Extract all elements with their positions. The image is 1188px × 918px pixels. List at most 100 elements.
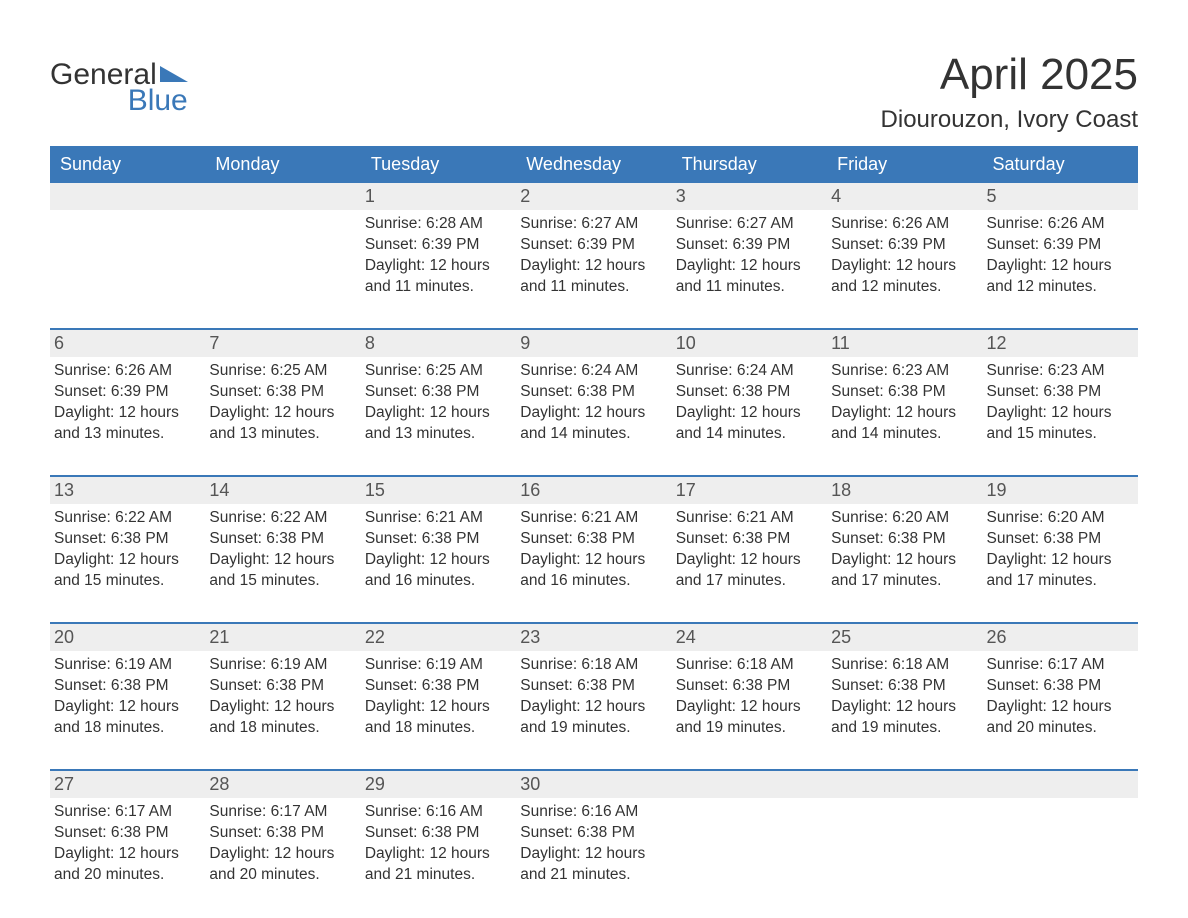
day-details: Sunrise: 6:17 AMSunset: 6:38 PMDaylight:… xyxy=(205,798,360,898)
details-row: Sunrise: 6:28 AMSunset: 6:39 PMDaylight:… xyxy=(50,210,1138,310)
day-number: 25 xyxy=(827,624,982,651)
day-number: 30 xyxy=(516,771,671,798)
sunset-text: Sunset: 6:38 PM xyxy=(831,382,974,403)
day-number xyxy=(983,771,1138,798)
sunrise-text: Sunrise: 6:23 AM xyxy=(987,361,1130,382)
sunset-text: Sunset: 6:38 PM xyxy=(987,382,1130,403)
daylight-text: Daylight: 12 hours and 11 minutes. xyxy=(676,256,819,298)
title-block: April 2025 Diourouzon, Ivory Coast xyxy=(881,50,1138,134)
daylight-text: Daylight: 12 hours and 16 minutes. xyxy=(520,550,663,592)
daylight-text: Daylight: 12 hours and 18 minutes. xyxy=(209,697,352,739)
header: General Blue April 2025 Diourouzon, Ivor… xyxy=(50,50,1138,134)
daylight-text: Daylight: 12 hours and 15 minutes. xyxy=(209,550,352,592)
sunset-text: Sunset: 6:38 PM xyxy=(54,676,197,697)
day-details: Sunrise: 6:16 AMSunset: 6:38 PMDaylight:… xyxy=(516,798,671,898)
daylight-text: Daylight: 12 hours and 13 minutes. xyxy=(54,403,197,445)
sunset-text: Sunset: 6:39 PM xyxy=(831,235,974,256)
daylight-text: Daylight: 12 hours and 21 minutes. xyxy=(365,844,508,886)
sunrise-text: Sunrise: 6:19 AM xyxy=(54,655,197,676)
day-details: Sunrise: 6:21 AMSunset: 6:38 PMDaylight:… xyxy=(516,504,671,604)
sunrise-text: Sunrise: 6:17 AM xyxy=(987,655,1130,676)
day-number: 1 xyxy=(361,183,516,210)
day-details: Sunrise: 6:26 AMSunset: 6:39 PMDaylight:… xyxy=(50,357,205,457)
weekday-header: Monday xyxy=(205,146,360,183)
day-number: 16 xyxy=(516,477,671,504)
day-details: Sunrise: 6:19 AMSunset: 6:38 PMDaylight:… xyxy=(205,651,360,751)
day-details: Sunrise: 6:16 AMSunset: 6:38 PMDaylight:… xyxy=(361,798,516,898)
day-number: 19 xyxy=(983,477,1138,504)
daylight-text: Daylight: 12 hours and 14 minutes. xyxy=(520,403,663,445)
day-number: 24 xyxy=(672,624,827,651)
day-details: Sunrise: 6:18 AMSunset: 6:38 PMDaylight:… xyxy=(672,651,827,751)
day-details: Sunrise: 6:24 AMSunset: 6:38 PMDaylight:… xyxy=(516,357,671,457)
sunrise-text: Sunrise: 6:22 AM xyxy=(209,508,352,529)
daynum-row: 27282930 xyxy=(50,771,1138,798)
page-root: General Blue April 2025 Diourouzon, Ivor… xyxy=(0,0,1188,898)
sunset-text: Sunset: 6:39 PM xyxy=(365,235,508,256)
daylight-text: Daylight: 12 hours and 15 minutes. xyxy=(987,403,1130,445)
daylight-text: Daylight: 12 hours and 11 minutes. xyxy=(520,256,663,298)
day-details: Sunrise: 6:24 AMSunset: 6:38 PMDaylight:… xyxy=(672,357,827,457)
daylight-text: Daylight: 12 hours and 11 minutes. xyxy=(365,256,508,298)
daylight-text: Daylight: 12 hours and 12 minutes. xyxy=(831,256,974,298)
day-details xyxy=(205,210,360,310)
week-block: 27282930Sunrise: 6:17 AMSunset: 6:38 PMD… xyxy=(50,769,1138,898)
day-number: 6 xyxy=(50,330,205,357)
day-number: 28 xyxy=(205,771,360,798)
daynum-row: 6789101112 xyxy=(50,330,1138,357)
daylight-text: Daylight: 12 hours and 17 minutes. xyxy=(831,550,974,592)
day-details: Sunrise: 6:18 AMSunset: 6:38 PMDaylight:… xyxy=(516,651,671,751)
day-number: 20 xyxy=(50,624,205,651)
sunset-text: Sunset: 6:38 PM xyxy=(209,823,352,844)
sunset-text: Sunset: 6:38 PM xyxy=(54,529,197,550)
day-number: 3 xyxy=(672,183,827,210)
day-number: 12 xyxy=(983,330,1138,357)
month-title: April 2025 xyxy=(881,50,1138,100)
week-block: 6789101112Sunrise: 6:26 AMSunset: 6:39 P… xyxy=(50,328,1138,457)
sunrise-text: Sunrise: 6:25 AM xyxy=(209,361,352,382)
day-details: Sunrise: 6:23 AMSunset: 6:38 PMDaylight:… xyxy=(827,357,982,457)
day-number: 17 xyxy=(672,477,827,504)
daylight-text: Daylight: 12 hours and 15 minutes. xyxy=(54,550,197,592)
day-details xyxy=(672,798,827,898)
sunset-text: Sunset: 6:38 PM xyxy=(365,529,508,550)
day-number xyxy=(50,183,205,210)
sunset-text: Sunset: 6:38 PM xyxy=(676,382,819,403)
day-number: 26 xyxy=(983,624,1138,651)
day-details: Sunrise: 6:17 AMSunset: 6:38 PMDaylight:… xyxy=(50,798,205,898)
day-number: 15 xyxy=(361,477,516,504)
daylight-text: Daylight: 12 hours and 20 minutes. xyxy=(209,844,352,886)
sunset-text: Sunset: 6:38 PM xyxy=(520,529,663,550)
daylight-text: Daylight: 12 hours and 19 minutes. xyxy=(676,697,819,739)
day-number: 10 xyxy=(672,330,827,357)
daylight-text: Daylight: 12 hours and 12 minutes. xyxy=(987,256,1130,298)
day-details: Sunrise: 6:26 AMSunset: 6:39 PMDaylight:… xyxy=(983,210,1138,310)
day-details: Sunrise: 6:20 AMSunset: 6:38 PMDaylight:… xyxy=(983,504,1138,604)
weekday-header: Wednesday xyxy=(516,146,671,183)
day-number: 14 xyxy=(205,477,360,504)
sunrise-text: Sunrise: 6:26 AM xyxy=(54,361,197,382)
sunrise-text: Sunrise: 6:18 AM xyxy=(676,655,819,676)
sunrise-text: Sunrise: 6:20 AM xyxy=(831,508,974,529)
day-details: Sunrise: 6:21 AMSunset: 6:38 PMDaylight:… xyxy=(672,504,827,604)
day-details: Sunrise: 6:28 AMSunset: 6:39 PMDaylight:… xyxy=(361,210,516,310)
weekday-header: Saturday xyxy=(983,146,1138,183)
day-details: Sunrise: 6:18 AMSunset: 6:38 PMDaylight:… xyxy=(827,651,982,751)
day-details: Sunrise: 6:27 AMSunset: 6:39 PMDaylight:… xyxy=(516,210,671,310)
day-number: 2 xyxy=(516,183,671,210)
details-row: Sunrise: 6:17 AMSunset: 6:38 PMDaylight:… xyxy=(50,798,1138,898)
daylight-text: Daylight: 12 hours and 13 minutes. xyxy=(209,403,352,445)
sunrise-text: Sunrise: 6:26 AM xyxy=(987,214,1130,235)
sunset-text: Sunset: 6:38 PM xyxy=(209,676,352,697)
daylight-text: Daylight: 12 hours and 13 minutes. xyxy=(365,403,508,445)
location-subtitle: Diourouzon, Ivory Coast xyxy=(881,106,1138,134)
day-details: Sunrise: 6:21 AMSunset: 6:38 PMDaylight:… xyxy=(361,504,516,604)
sunrise-text: Sunrise: 6:21 AM xyxy=(676,508,819,529)
daylight-text: Daylight: 12 hours and 16 minutes. xyxy=(365,550,508,592)
daylight-text: Daylight: 12 hours and 20 minutes. xyxy=(987,697,1130,739)
daylight-text: Daylight: 12 hours and 14 minutes. xyxy=(831,403,974,445)
daylight-text: Daylight: 12 hours and 19 minutes. xyxy=(520,697,663,739)
day-number: 21 xyxy=(205,624,360,651)
calendar: Sunday Monday Tuesday Wednesday Thursday… xyxy=(50,146,1138,898)
sunset-text: Sunset: 6:38 PM xyxy=(676,529,819,550)
